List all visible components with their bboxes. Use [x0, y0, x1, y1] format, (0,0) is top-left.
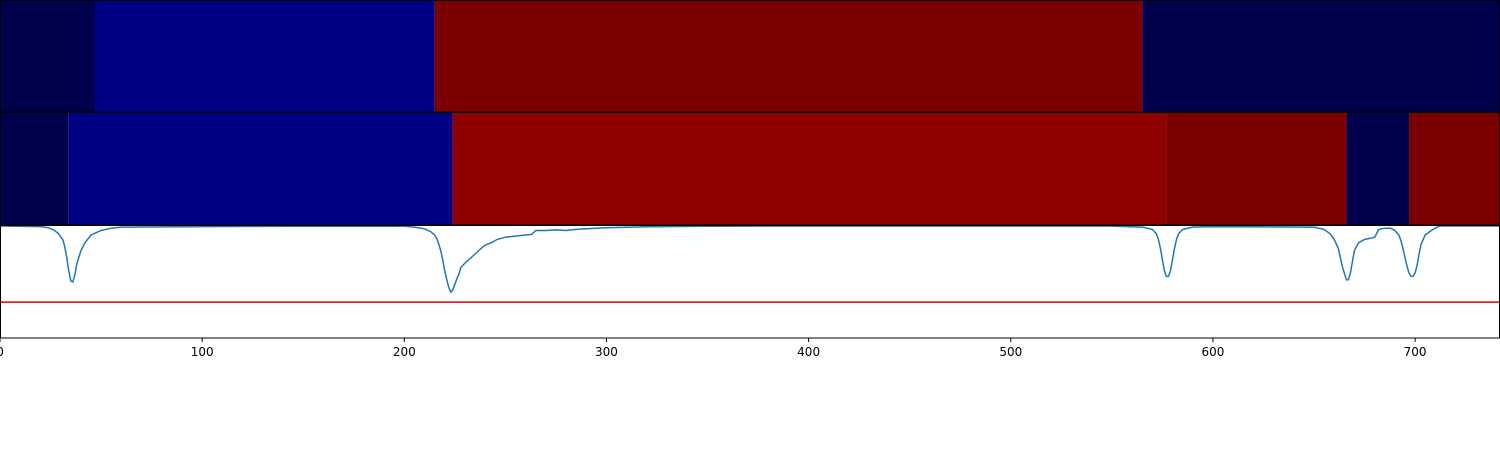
segment-bar	[1346, 113, 1410, 225]
x-tick-label: 200	[393, 345, 416, 359]
x-tick-label: 300	[595, 345, 618, 359]
segment-bar	[68, 113, 453, 225]
x-tick-label: 400	[797, 345, 820, 359]
line-panel-background	[0, 226, 1500, 338]
segment-row-2	[0, 113, 1500, 225]
x-tick-label: 500	[999, 345, 1022, 359]
boundary-score-panel	[0, 225, 1500, 338]
segment-bar	[434, 1, 1143, 112]
segment-row-1	[0, 1, 1500, 112]
score-series-line	[0, 225, 1500, 294]
x-axis: 0 100 200 300 400 500 600 700	[0, 338, 1427, 359]
segment-bar	[1166, 113, 1347, 225]
segment-bar	[1409, 113, 1500, 225]
segment-bar	[0, 1, 96, 112]
segment-bar	[452, 113, 1167, 225]
x-tick-label: 0	[0, 345, 4, 359]
x-tick-label: 600	[1201, 345, 1224, 359]
segment-bar	[95, 1, 435, 112]
x-tick-label: 700	[1404, 345, 1427, 359]
segment-bar	[0, 113, 69, 225]
segment-bar	[1142, 1, 1500, 112]
x-tick-label: 100	[191, 345, 214, 359]
